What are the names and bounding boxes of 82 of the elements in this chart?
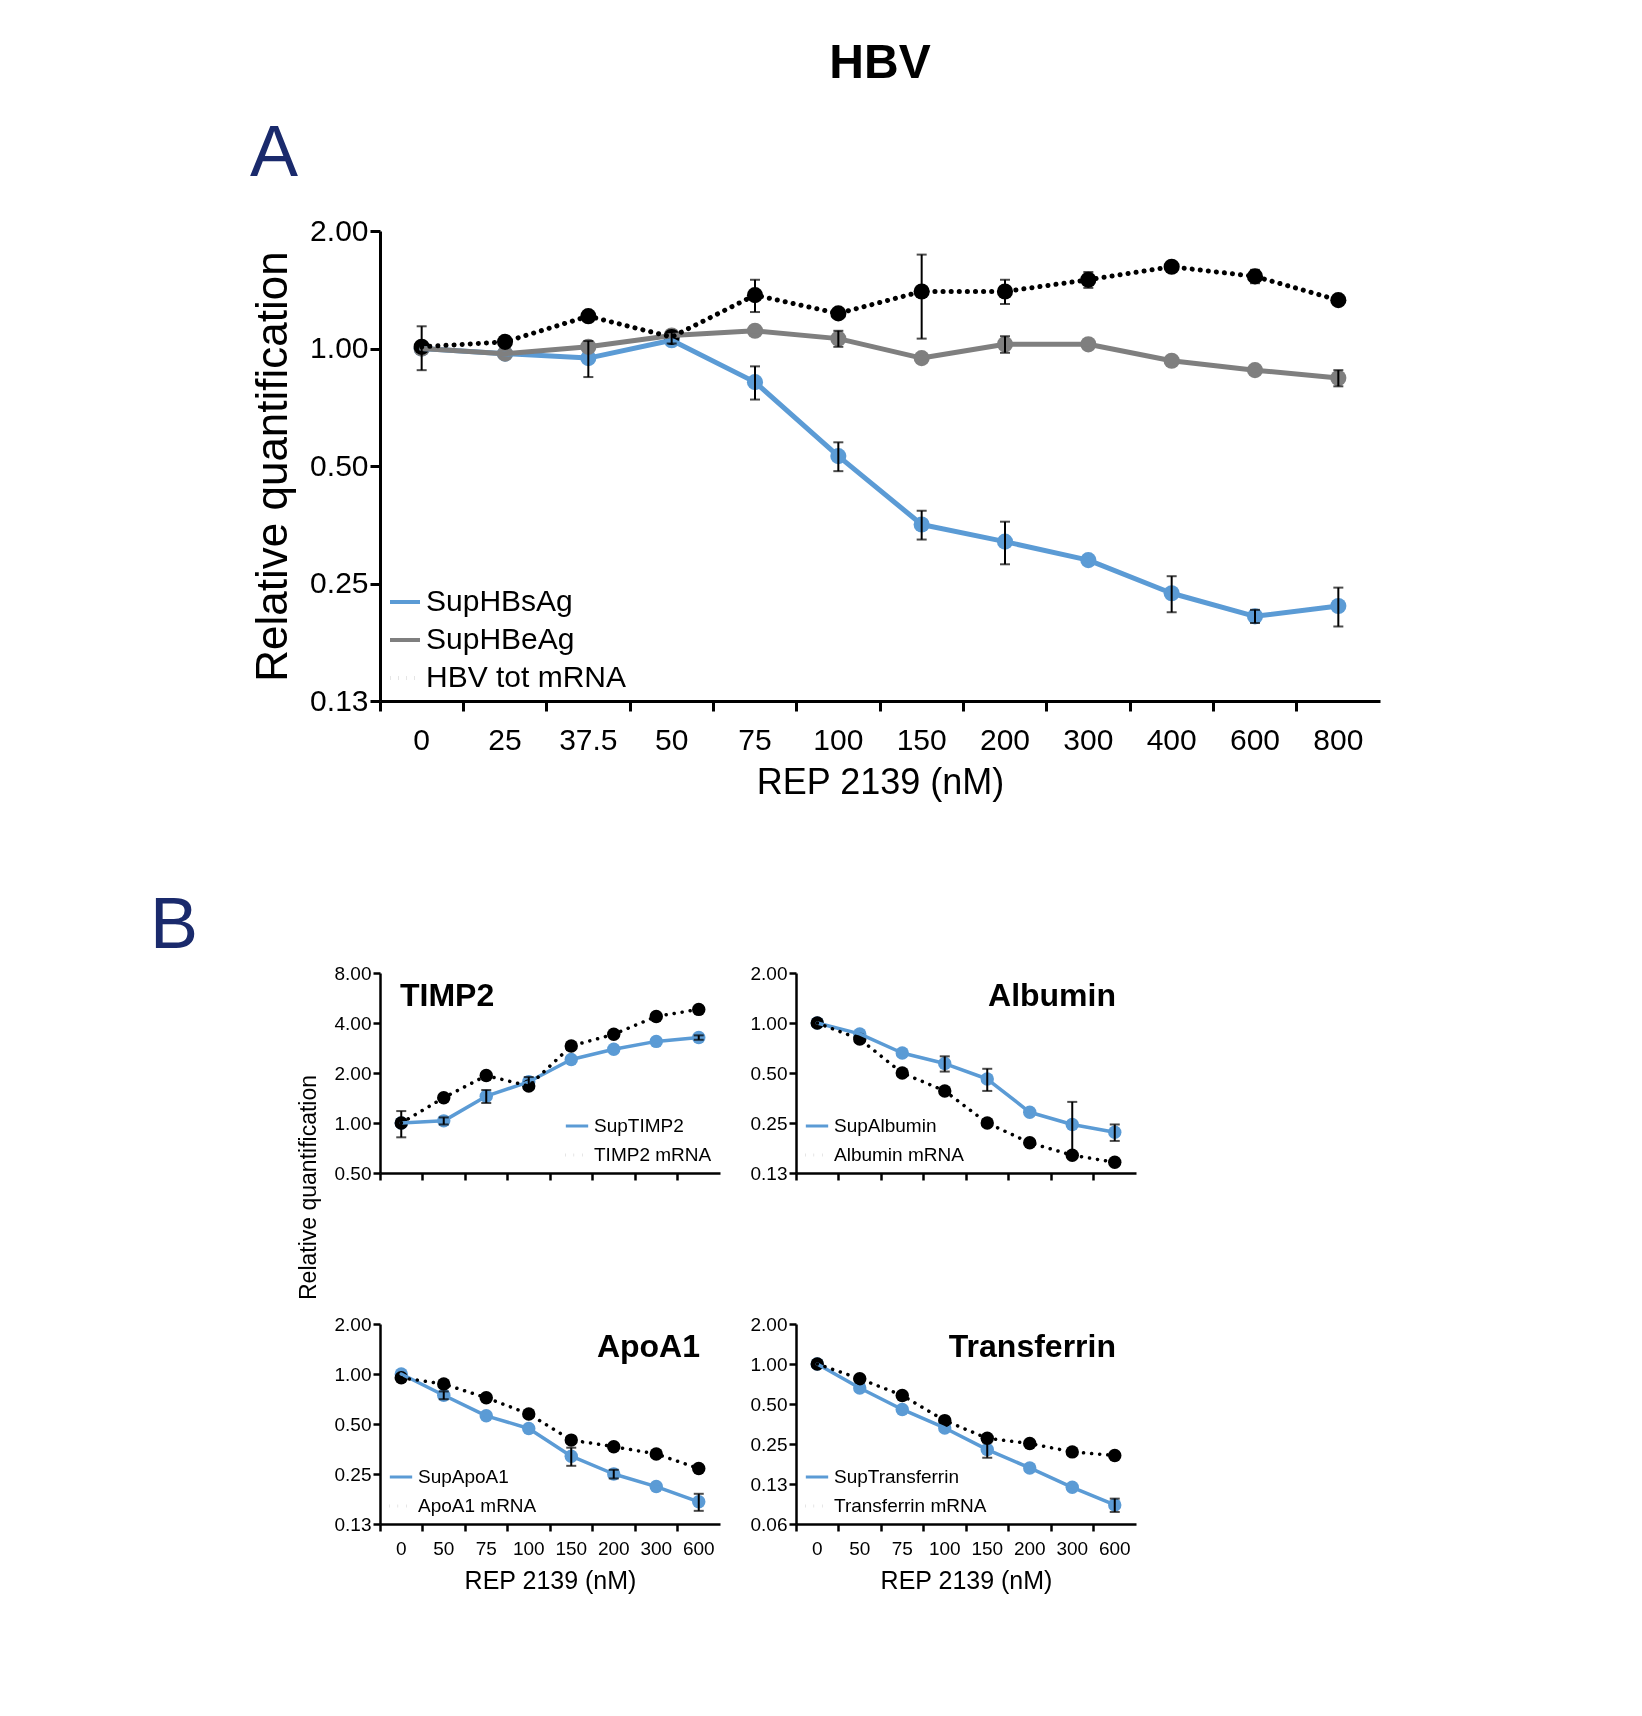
x-tick-label: 0 xyxy=(395,1537,407,1559)
x-tick-label: 0 xyxy=(413,722,431,756)
y-tick-label: 1.00 xyxy=(310,331,369,364)
y-tick-label: 0.06 xyxy=(750,1513,788,1535)
x-tick-label: 150 xyxy=(971,1537,1004,1559)
x-tick-label: 75 xyxy=(738,722,772,756)
y-tick-label: 0.25 xyxy=(750,1112,788,1134)
legend-label: Albumin mRNA xyxy=(834,1144,965,1165)
y-tick-label: 8.00 xyxy=(334,962,372,984)
y-axis-title: Relative quantification xyxy=(247,251,297,682)
x-tick-label: 300 xyxy=(1056,1537,1089,1559)
y-tick-label: 0.50 xyxy=(310,448,369,482)
y-tick-label: 2.00 xyxy=(750,962,788,984)
x-tick-label: 800 xyxy=(1313,722,1364,756)
y-tick-label: 0.50 xyxy=(750,1393,788,1415)
legend-label: SupHBsAg xyxy=(426,584,573,617)
legend-label: SupAlbumin xyxy=(834,1115,937,1136)
point xyxy=(692,1002,706,1017)
y-tick-label: 0.50 xyxy=(750,1062,788,1084)
x-tick-label: 50 xyxy=(654,722,689,756)
legend-label: HBV tot mRNA xyxy=(426,660,627,693)
x-tick-label: 0 xyxy=(811,1537,823,1559)
y-tick-label: 0.25 xyxy=(750,1433,788,1455)
x-tick-label: 200 xyxy=(1013,1537,1046,1559)
chart-title: TIMP2 xyxy=(400,977,495,1013)
y-tick-label: 4.00 xyxy=(334,1012,372,1034)
y-tick-label: 0.13 xyxy=(750,1162,788,1184)
chart-title: Albumin xyxy=(988,977,1116,1013)
y-tick-label: 1.00 xyxy=(334,1363,372,1385)
x-tick-label: 100 xyxy=(512,1537,545,1559)
y-tick-label: 0.50 xyxy=(334,1162,372,1184)
y-tick-label: 0.25 xyxy=(310,566,369,599)
chart-title: ApoA1 xyxy=(596,1328,700,1364)
x-tick-label: 75 xyxy=(475,1537,497,1559)
x-tick-label: 100 xyxy=(928,1537,961,1559)
text: A xyxy=(250,111,299,191)
y-tick-label: 0.50 xyxy=(334,1413,372,1435)
point xyxy=(1108,1155,1122,1169)
y-tick-label: 1.00 xyxy=(750,1012,788,1034)
legend-label: ApoA1 mRNA xyxy=(418,1495,537,1516)
x-tick-label: 50 xyxy=(849,1537,871,1559)
x-tick-label: 37.5 xyxy=(559,722,618,756)
x-tick-label: 150 xyxy=(555,1537,588,1559)
x-axis-title: REP 2139 (nM) xyxy=(464,1565,637,1594)
x-axis-title: REP 2139 (nM) xyxy=(880,1565,1053,1594)
y-tick-label: 0.13 xyxy=(750,1473,788,1495)
y-tick-label: 0.13 xyxy=(334,1513,372,1535)
x-tick-label: 600 xyxy=(1229,722,1281,756)
y-tick-label: 2.00 xyxy=(334,1313,372,1335)
chart-title: HBV xyxy=(829,35,931,88)
legend-label: TIMP2 mRNA xyxy=(594,1144,712,1165)
y-tick-label: 0.25 xyxy=(334,1463,372,1485)
y-tick-label: 2.00 xyxy=(334,1062,372,1084)
x-tick-label: 150 xyxy=(896,722,947,756)
x-tick-label: 600 xyxy=(1098,1537,1131,1559)
chart-title: Transferrin xyxy=(948,1328,1116,1364)
x-tick-label: 25 xyxy=(488,722,522,756)
y-tick-label: 1.00 xyxy=(334,1112,372,1134)
x-tick-label: 600 xyxy=(682,1537,715,1559)
legend-label: SupTransferrin xyxy=(834,1466,959,1487)
legend-label: SupHBeAg xyxy=(426,622,575,655)
y-axis-title: Relative quantification xyxy=(294,1074,321,1301)
x-tick-label: 100 xyxy=(813,722,864,756)
point xyxy=(479,1068,493,1083)
y-tick-label: 1.00 xyxy=(750,1353,788,1375)
x-tick-label: 400 xyxy=(1146,722,1197,756)
x-axis-title: REP 2139 (nM) xyxy=(756,760,1005,802)
y-tick-label: 2.00 xyxy=(310,213,369,247)
x-tick-label: 75 xyxy=(891,1537,913,1559)
x-tick-label: 300 xyxy=(640,1537,673,1559)
x-tick-label: 200 xyxy=(597,1537,630,1559)
x-tick-label: 50 xyxy=(433,1537,455,1559)
legend-label: Transferrin mRNA xyxy=(834,1495,987,1516)
legend-label: SupApoA1 xyxy=(418,1466,509,1487)
y-tick-label: 2.00 xyxy=(750,1313,788,1335)
x-tick-label: 300 xyxy=(1063,722,1114,756)
legend-label: SupTIMP2 xyxy=(594,1115,684,1136)
y-tick-label: 0.13 xyxy=(310,683,369,717)
point xyxy=(692,1461,706,1476)
point xyxy=(1108,1448,1122,1463)
x-tick-label: 200 xyxy=(979,722,1031,756)
text: B xyxy=(150,883,199,963)
